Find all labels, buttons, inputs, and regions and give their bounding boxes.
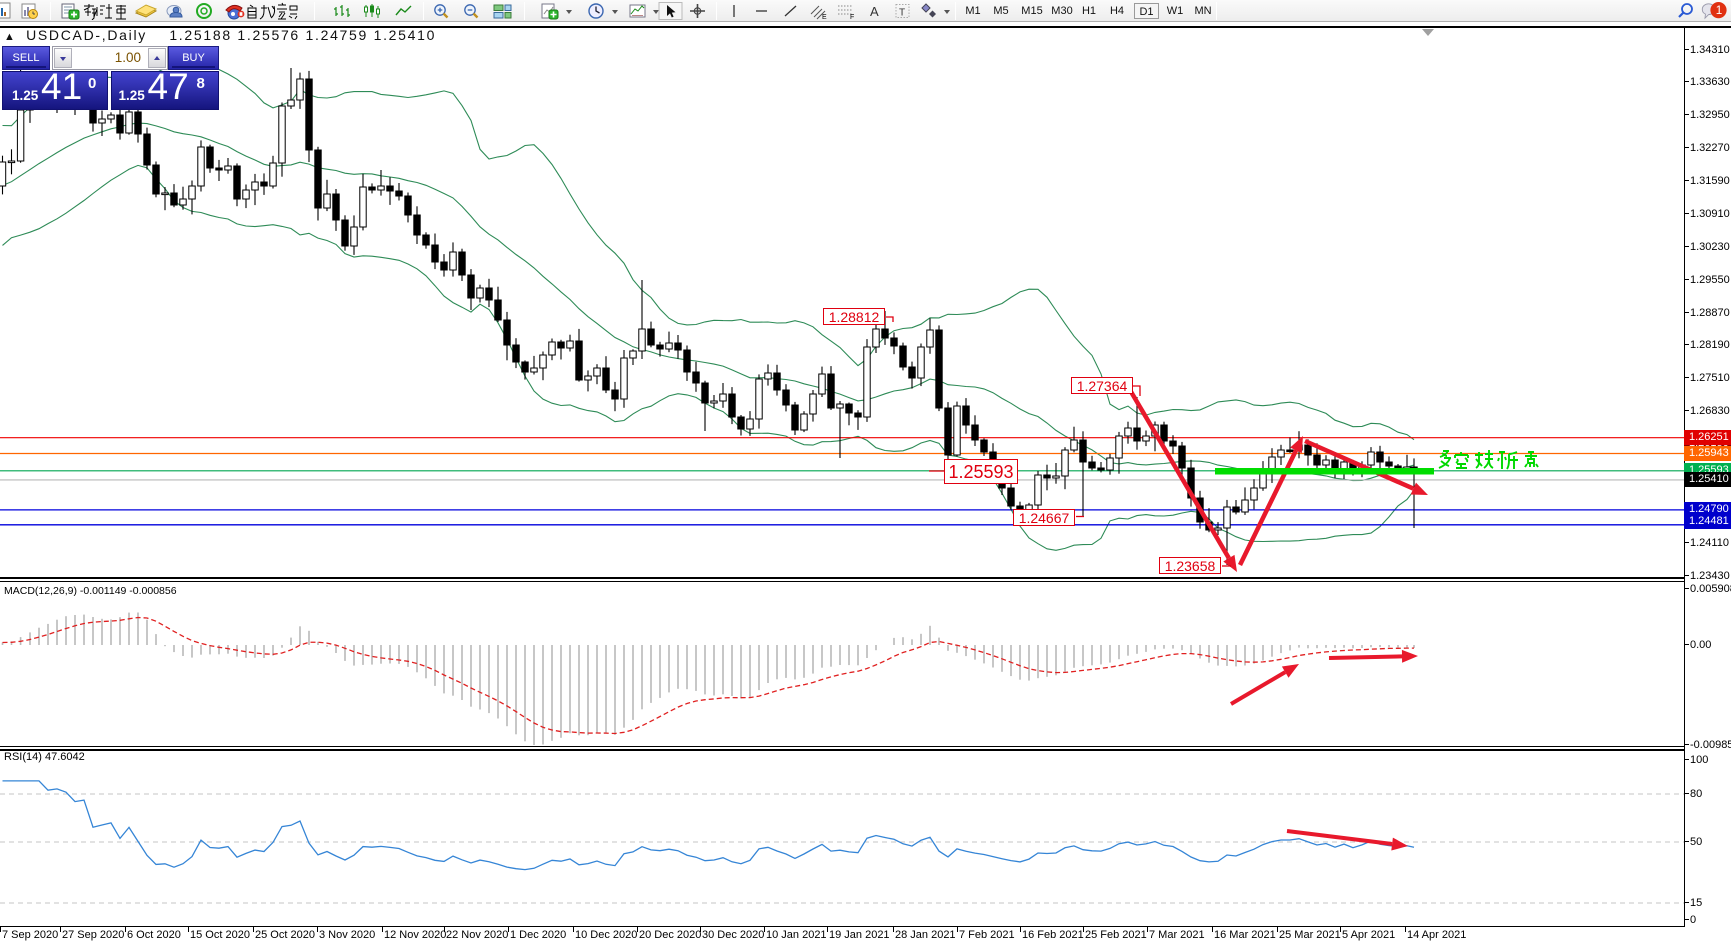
svg-text:A: A [870, 4, 879, 19]
svg-text:E: E [822, 14, 827, 20]
svg-text:F: F [850, 14, 854, 20]
svg-text:1: 1 [1716, 4, 1723, 17]
svg-text:T: T [899, 8, 905, 19]
